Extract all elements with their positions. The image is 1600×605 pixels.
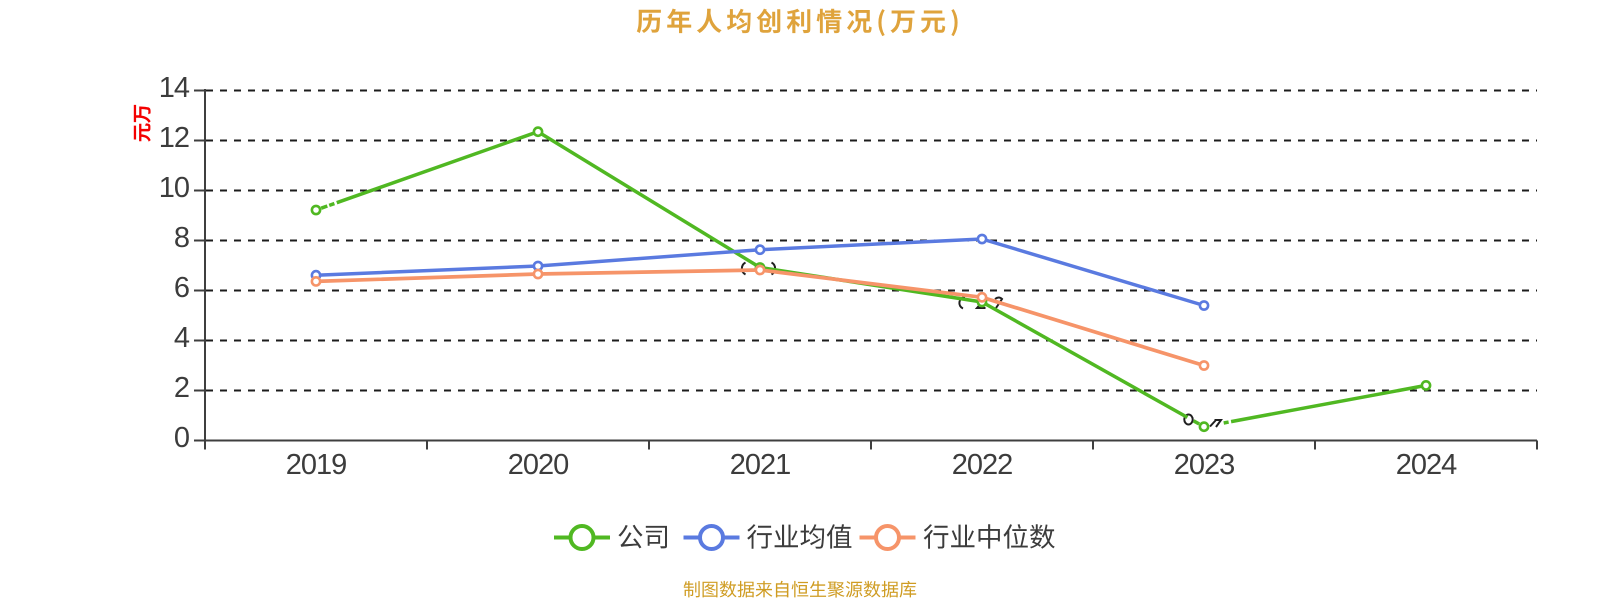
svg-text:2019: 2019 [286, 449, 347, 481]
svg-text:2: 2 [174, 372, 189, 404]
svg-text:8: 8 [174, 222, 189, 254]
svg-text:2024: 2024 [1396, 449, 1457, 481]
svg-text:2021: 2021 [730, 449, 791, 481]
svg-text:2023: 2023 [1174, 449, 1235, 481]
svg-text:0: 0 [174, 422, 189, 454]
svg-text:4: 4 [174, 322, 190, 354]
svg-text:12: 12 [159, 122, 189, 154]
svg-text:2020: 2020 [508, 449, 569, 481]
svg-text:2022: 2022 [952, 449, 1013, 481]
svg-text:10: 10 [159, 172, 189, 204]
svg-text:6: 6 [174, 272, 189, 304]
svg-text:14: 14 [159, 72, 190, 104]
